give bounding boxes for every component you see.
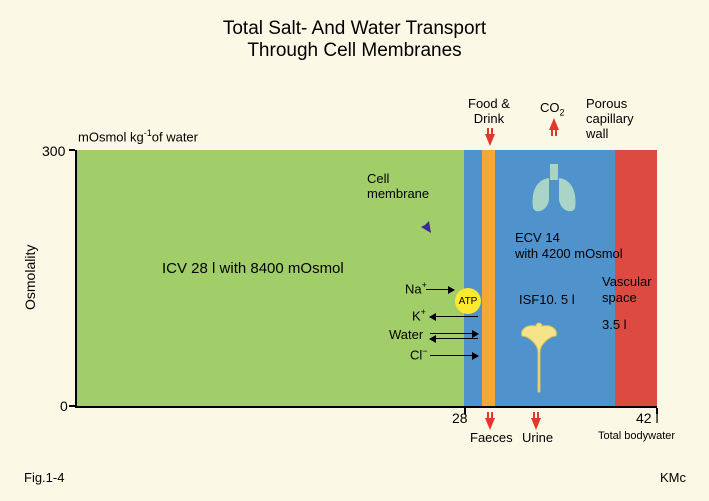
k-label: K+ [412, 307, 426, 323]
compartment-food-tube [482, 150, 495, 406]
purple-arrow-icon [407, 205, 437, 235]
urine-label: Urine [522, 430, 553, 445]
kidney-icon [512, 320, 564, 410]
co2-label: CO2 [540, 100, 565, 118]
food-arrow-down [485, 134, 495, 146]
y-tick-bottom [69, 405, 75, 407]
co2-arrow-up [549, 118, 559, 130]
total-bodywater-label: Total bodywater [598, 430, 675, 442]
y-axis-unit: mOsmol kg-1of water [78, 128, 198, 144]
na-arrow [426, 289, 454, 290]
cl-label: Cl− [410, 346, 428, 362]
water-label: Water [389, 327, 423, 342]
y-tick-top [69, 149, 75, 151]
water-arrow-l [430, 338, 478, 339]
atp-circle: ATP [455, 288, 481, 314]
y-tick-0: 0 [60, 398, 68, 414]
vascular-label: Vascularspace [602, 274, 652, 305]
y-axis-label: Osmolality [22, 245, 38, 310]
title-line1: Total Salt- And Water Transport [0, 18, 709, 41]
figure-label: Fig.1-4 [24, 470, 64, 485]
credit-label: KMc [660, 470, 686, 485]
y-tick-300: 300 [42, 143, 65, 159]
faeces-arrow [485, 418, 495, 430]
x-tick-42-label: 42 l [636, 410, 659, 426]
porous-label: Porouscapillarywall [586, 97, 634, 142]
faeces-label: Faeces [470, 430, 513, 445]
cell-membrane-label: Cellmembrane [367, 172, 429, 202]
cl-arrow [430, 355, 478, 356]
food-drink-label: Food &Drink [468, 97, 510, 127]
title-line2: Through Cell Membranes [0, 40, 709, 63]
vascular-volume: 3.5 l [602, 317, 627, 332]
icv-label: ICV 28 l with 8400 mOsmol [162, 260, 344, 277]
k-arrow [430, 316, 478, 317]
na-label: Na+ [405, 280, 427, 296]
chart-area: ICV 28 l with 8400 mOsmol Cellmembrane E… [75, 150, 657, 408]
water-arrow-r [430, 333, 478, 334]
urine-arrow [531, 418, 541, 430]
x-tick-28-label: 28 [452, 410, 468, 426]
ecv-label: ECV 14with 4200 mOsmol [515, 230, 623, 261]
isf-label: ISF10. 5 l [519, 292, 575, 307]
lungs-icon [525, 160, 583, 216]
